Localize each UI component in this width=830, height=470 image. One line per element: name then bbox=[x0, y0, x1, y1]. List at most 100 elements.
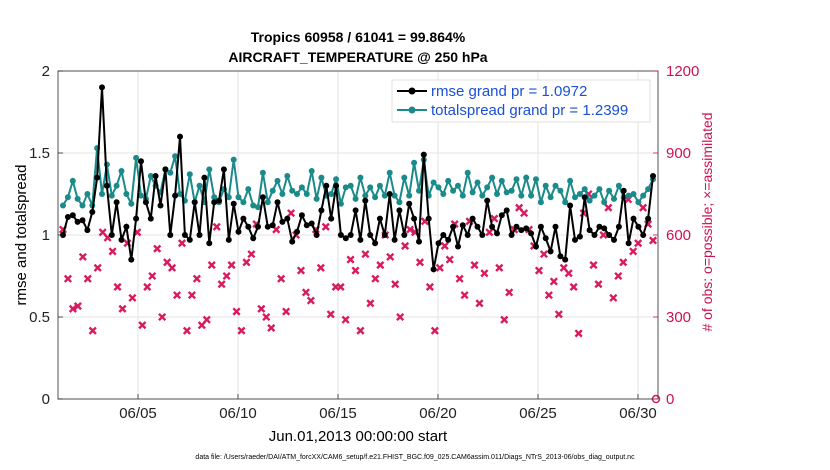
y-right-tick-label: 0 bbox=[666, 391, 674, 408]
rmse-marker bbox=[84, 227, 91, 234]
rmse-marker bbox=[225, 236, 232, 243]
y-axis-label: rmse and totalspread bbox=[13, 165, 30, 306]
y-right-tick-label: 300 bbox=[666, 309, 691, 326]
obs-assimilated-marker bbox=[629, 247, 638, 256]
rmse-marker bbox=[635, 223, 642, 230]
spread-marker bbox=[611, 195, 617, 202]
rmse-marker bbox=[416, 238, 422, 245]
spread-marker bbox=[401, 174, 408, 181]
legend-box bbox=[391, 79, 651, 123]
rmse-marker bbox=[620, 187, 627, 194]
rmse-marker bbox=[508, 232, 515, 238]
spread-marker bbox=[264, 199, 271, 206]
obs-assimilated-marker bbox=[589, 261, 598, 270]
rmse-marker bbox=[494, 230, 500, 237]
obs-assimilated-marker bbox=[257, 304, 266, 313]
rmse-marker bbox=[220, 166, 227, 173]
spread-marker bbox=[118, 168, 125, 174]
rmse-marker bbox=[372, 240, 379, 247]
rmse-marker bbox=[303, 222, 310, 229]
obs-assimilated-marker bbox=[172, 291, 182, 300]
obs-assimilated-marker bbox=[386, 252, 395, 261]
rmse-marker bbox=[484, 197, 491, 204]
rmse-marker bbox=[567, 202, 574, 209]
obs-assimilated-marker bbox=[401, 241, 410, 250]
rmse-marker bbox=[74, 218, 81, 225]
rmse-marker bbox=[528, 230, 535, 237]
spread-marker bbox=[596, 186, 603, 193]
obs-assimilated-marker bbox=[549, 277, 558, 286]
obs-assimilated-marker bbox=[356, 326, 365, 335]
x-axis-label: Jun.01,2013 00:00:00 start bbox=[269, 428, 448, 445]
obs-assimilated-marker bbox=[267, 323, 276, 332]
spread-marker bbox=[211, 194, 218, 201]
legend-rmse-text: rmse grand pr = 1.0972 bbox=[431, 83, 587, 100]
obs-assimilated-marker bbox=[202, 315, 211, 324]
rmse-marker bbox=[581, 194, 588, 201]
rmse-marker bbox=[196, 232, 203, 238]
y-tick-label: 0 bbox=[42, 391, 50, 408]
obs-assimilated-marker bbox=[113, 282, 122, 291]
legend-rmse-marker bbox=[408, 87, 416, 95]
obs-assimilated-marker bbox=[475, 299, 484, 308]
spread-marker bbox=[557, 187, 564, 194]
obs-assimilated-marker bbox=[143, 282, 152, 291]
obs-assimilated-marker bbox=[366, 299, 375, 308]
x-tick-label: 06/10 bbox=[219, 405, 257, 422]
rmse-marker bbox=[294, 228, 300, 235]
spread-marker bbox=[396, 199, 403, 206]
rmse-marker bbox=[211, 199, 218, 206]
rmse-marker bbox=[133, 215, 140, 222]
rmse-marker bbox=[503, 207, 510, 214]
obs-assimilated-marker bbox=[534, 266, 544, 275]
spread-marker bbox=[367, 184, 374, 191]
obs-assimilated-marker bbox=[480, 269, 489, 278]
rmse-marker bbox=[94, 174, 101, 181]
spread-marker bbox=[138, 192, 144, 199]
spread-marker bbox=[313, 195, 320, 202]
rmse-marker bbox=[337, 232, 344, 238]
spread-marker bbox=[255, 204, 261, 211]
spread-marker bbox=[113, 182, 120, 189]
rmse-marker bbox=[118, 236, 125, 243]
spread-marker bbox=[240, 199, 247, 206]
obs-assimilated-marker bbox=[296, 266, 306, 275]
obs-assimilated-marker bbox=[83, 274, 92, 283]
rmse-marker bbox=[552, 223, 559, 230]
obs-assimilated-marker bbox=[68, 304, 77, 313]
rmse-marker bbox=[391, 236, 398, 243]
spread-marker bbox=[591, 192, 598, 199]
spread-marker bbox=[357, 174, 364, 181]
rmse-marker bbox=[69, 212, 76, 219]
spread-marker bbox=[352, 195, 359, 202]
spread-marker bbox=[123, 191, 130, 197]
spread-marker bbox=[337, 200, 344, 207]
rmse-marker bbox=[191, 199, 198, 206]
obs-assimilated-marker bbox=[262, 312, 271, 322]
rmse-marker bbox=[99, 84, 105, 91]
spread-marker bbox=[167, 169, 174, 176]
rmse-marker bbox=[206, 240, 213, 247]
rmse-marker bbox=[376, 215, 383, 222]
spread-marker bbox=[279, 191, 286, 197]
y-tick-label: 2 bbox=[42, 63, 50, 80]
rmse-marker bbox=[235, 228, 242, 235]
spread-marker bbox=[455, 182, 461, 189]
rmse-marker bbox=[245, 223, 252, 230]
rmse-marker bbox=[264, 223, 271, 230]
rmse-marker bbox=[420, 151, 427, 158]
spread-marker bbox=[640, 192, 647, 199]
spread-marker bbox=[606, 187, 613, 194]
y-tick-label: 1.5 bbox=[29, 145, 50, 162]
rmse-marker bbox=[411, 215, 418, 222]
rmse-marker bbox=[557, 253, 564, 260]
obs-assimilated-marker bbox=[539, 250, 548, 259]
spread-marker bbox=[259, 169, 266, 176]
spread-marker bbox=[60, 202, 66, 209]
spread-marker bbox=[128, 200, 135, 207]
spread-marker bbox=[576, 191, 583, 197]
obs-assimilated-marker bbox=[217, 280, 226, 289]
spread-marker bbox=[406, 192, 413, 199]
rmse-marker bbox=[381, 232, 388, 238]
